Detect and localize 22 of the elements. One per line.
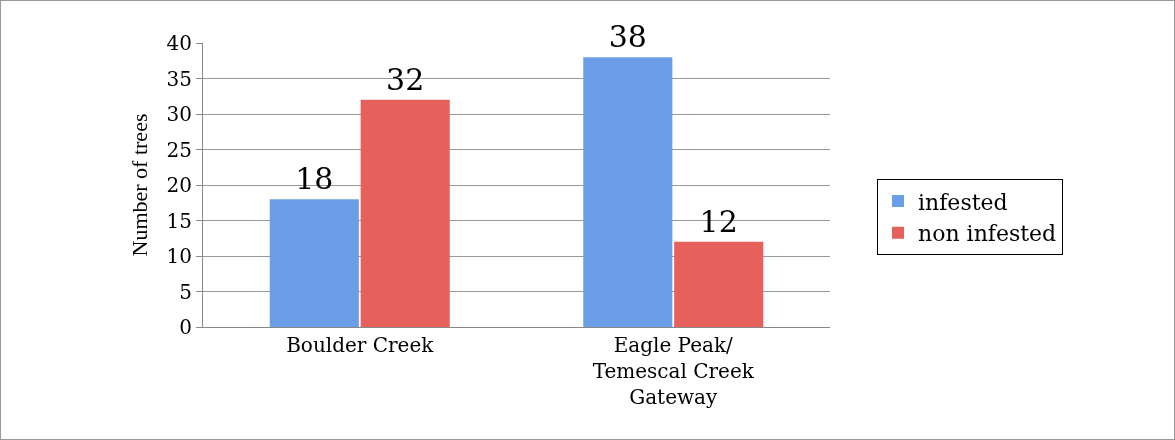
y-axis-title: Number of trees: [127, 113, 153, 257]
x-tick-label: Boulder Creek: [286, 333, 435, 357]
data-label: 38: [608, 19, 647, 55]
y-tick-label: 20: [166, 173, 192, 197]
y-tick-label: 5: [179, 279, 192, 304]
bar: [674, 241, 764, 327]
x-tick-label: Eagle Peak/ Temescal Creek Gateway: [592, 333, 755, 409]
y-tick-label: 10: [166, 244, 192, 268]
y-tick-label: 25: [166, 137, 192, 162]
y-tick-label: 35: [166, 66, 192, 91]
y-tick-label: 30: [166, 102, 192, 126]
legend-label: infested: [918, 189, 1008, 215]
legend-label: non infested: [918, 221, 1057, 247]
bar: [360, 99, 450, 327]
y-tick-label: 40: [166, 31, 192, 55]
data-label: 18: [295, 161, 334, 197]
y-tick-label: 15: [166, 208, 192, 233]
data-label: 32: [386, 61, 425, 97]
bar: [583, 57, 673, 327]
bar: [269, 199, 359, 327]
y-tick-label: 0: [179, 315, 192, 339]
data-label: 12: [699, 203, 738, 239]
